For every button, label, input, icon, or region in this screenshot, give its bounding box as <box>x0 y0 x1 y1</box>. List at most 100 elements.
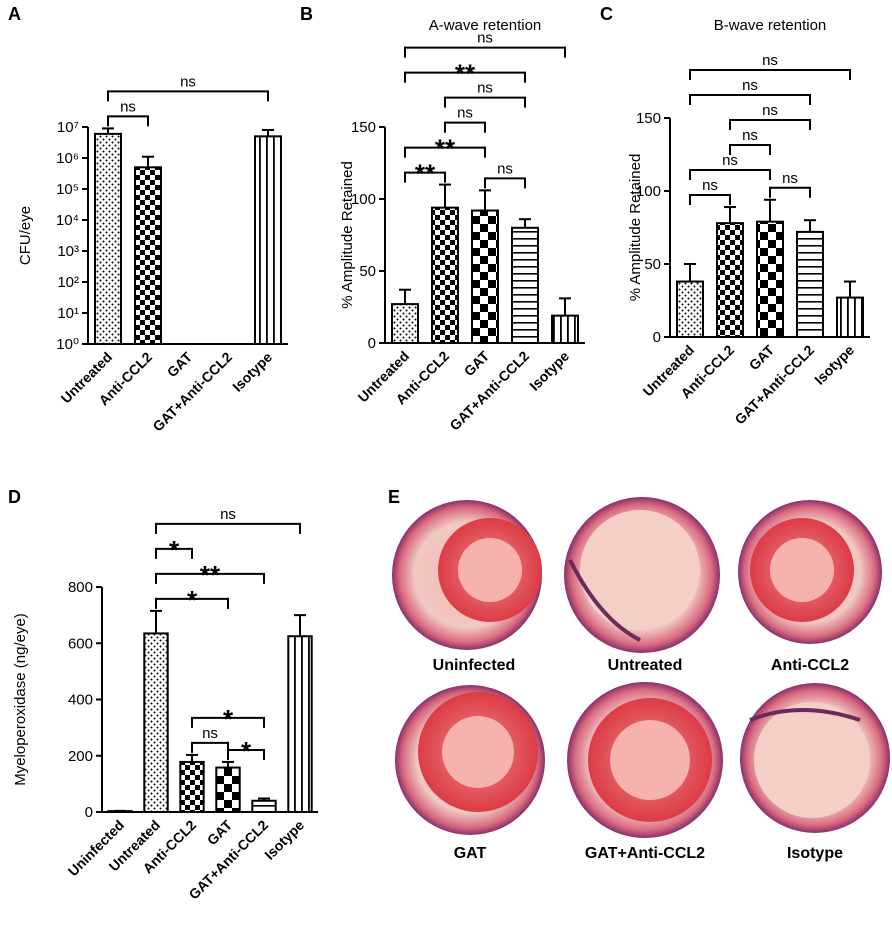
significance-bracket: ** <box>405 59 525 89</box>
bracket-line <box>192 743 228 753</box>
image-label: Uninfected <box>433 657 516 674</box>
bracket-line <box>690 195 730 205</box>
bar <box>144 633 167 812</box>
bar <box>472 211 498 343</box>
bar <box>677 282 703 337</box>
bar <box>288 636 311 812</box>
y-axis-label: % Amplitude Retained <box>339 161 356 309</box>
y-tick-label: 150 <box>351 119 376 136</box>
significance-label: * <box>223 704 234 734</box>
bar <box>180 762 203 812</box>
significance-label: ns <box>762 52 778 69</box>
image-label: Isotype <box>787 845 843 862</box>
bar <box>392 304 418 343</box>
y-tick-label: 0 <box>368 335 376 352</box>
significance-label: ** <box>415 159 436 189</box>
panel-letter: B <box>300 4 313 24</box>
y-tick-label: 400 <box>68 692 93 709</box>
panel-letter: D <box>8 487 21 507</box>
y-axis-label: CFU/eye <box>17 206 34 265</box>
significance-bracket: ns <box>156 506 300 534</box>
significance-bracket: ns <box>730 127 770 155</box>
bracket-line <box>690 70 850 80</box>
significance-bracket: ns <box>690 177 730 205</box>
image-label: GAT <box>454 845 487 862</box>
y-tick-label: 50 <box>359 263 376 280</box>
y-axis-label: Myeloperoxidase (ng/eye) <box>12 613 29 786</box>
panel-e: E Uninfected Untreated Anti-CCL2 GAT GAT… <box>388 487 890 862</box>
bar <box>757 222 783 337</box>
x-tick-label: Isotype <box>526 348 572 394</box>
bar <box>837 298 863 337</box>
y-tick-label: 10⁰ <box>56 336 79 353</box>
bracket-line <box>405 48 565 58</box>
significance-label: ** <box>435 134 456 164</box>
eye-image <box>740 683 890 833</box>
image-label: GAT+Anti-CCL2 <box>585 845 705 862</box>
y-tick-label: 10⁴ <box>56 212 79 229</box>
significance-label: * <box>241 736 252 766</box>
y-tick-label: 800 <box>68 579 93 596</box>
y-tick-label: 10⁶ <box>56 150 79 167</box>
error-bar <box>186 755 198 762</box>
significance-label: * <box>187 585 198 615</box>
error-bar <box>142 157 154 168</box>
bracket-line <box>156 524 300 534</box>
significance-bracket: ns <box>690 52 850 80</box>
eye-image <box>395 685 545 835</box>
significance-label: ns <box>702 177 718 194</box>
eye-image <box>738 500 882 644</box>
x-tick-label: Isotype <box>229 349 275 395</box>
y-tick-label: 10² <box>57 274 79 291</box>
significance-label: * <box>169 535 180 565</box>
panel-letter: C <box>600 4 613 24</box>
y-tick-label: 10⁷ <box>57 119 79 136</box>
significance-bracket: ns <box>770 170 810 198</box>
error-bar <box>479 190 491 210</box>
bar <box>432 208 458 343</box>
bracket-line <box>770 188 810 198</box>
error-bar <box>294 615 306 636</box>
bar-chart: BA-wave retention% Amplitude Retained050… <box>300 4 585 433</box>
bar <box>216 768 239 812</box>
eye-image <box>567 682 723 838</box>
x-tick-label: GAT <box>461 347 493 379</box>
image-label: Anti-CCL2 <box>771 657 849 674</box>
significance-bracket: * <box>156 535 192 565</box>
y-tick-label: 100 <box>636 183 661 200</box>
bracket-line <box>108 116 148 126</box>
significance-label: ns <box>497 160 513 177</box>
bar <box>252 801 275 812</box>
y-tick-label: 600 <box>68 635 93 652</box>
y-tick-label: 10³ <box>57 243 79 260</box>
panel-letter: A <box>8 4 21 24</box>
significance-bracket: ns <box>690 77 810 105</box>
significance-bracket: ns <box>108 98 148 126</box>
y-tick-label: 0 <box>653 329 661 346</box>
significance-label: ns <box>477 30 493 47</box>
x-tick-label: GAT <box>746 341 778 373</box>
error-bar <box>684 264 696 282</box>
significance-label: ns <box>742 127 758 144</box>
y-tick-label: 10⁵ <box>56 181 79 198</box>
error-bar <box>559 298 571 315</box>
error-bar <box>724 207 736 223</box>
error-bar <box>764 200 776 222</box>
image-label: Untreated <box>608 657 683 674</box>
bar <box>255 136 281 344</box>
significance-label: ns <box>782 170 798 187</box>
bar <box>717 223 743 337</box>
x-tick-label: GAT <box>164 348 196 380</box>
error-bar <box>519 219 531 228</box>
y-axis-label: % Amplitude Retained <box>627 154 644 302</box>
bracket-line <box>445 123 485 133</box>
chart-title: B-wave retention <box>714 17 827 34</box>
significance-label: ns <box>120 98 136 115</box>
panel-letter: E <box>388 487 400 507</box>
significance-label: ns <box>477 80 493 97</box>
bar-chart: CB-wave retention% Amplitude Retained050… <box>600 4 870 427</box>
bracket-line <box>690 95 810 105</box>
significance-label: ** <box>455 59 476 89</box>
